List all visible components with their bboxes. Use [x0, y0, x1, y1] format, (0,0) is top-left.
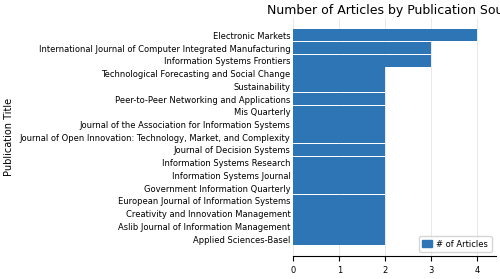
- Y-axis label: Publication Title: Publication Title: [4, 98, 14, 176]
- Bar: [293, 169, 386, 182]
- Bar: [293, 195, 386, 207]
- Title: Number of Articles by Publication Source: Number of Articles by Publication Source: [266, 4, 500, 17]
- Bar: [293, 233, 386, 245]
- Bar: [293, 42, 432, 54]
- Bar: [293, 105, 386, 118]
- Bar: [293, 80, 386, 92]
- Bar: [293, 157, 386, 169]
- Bar: [293, 144, 386, 156]
- Bar: [293, 29, 478, 42]
- Bar: [293, 131, 386, 143]
- Bar: [293, 208, 386, 220]
- Bar: [293, 182, 386, 194]
- Bar: [293, 67, 386, 80]
- Bar: [293, 220, 386, 233]
- Bar: [293, 93, 386, 105]
- Bar: [293, 55, 432, 67]
- Legend: # of Articles: # of Articles: [419, 236, 492, 252]
- Bar: [293, 118, 386, 131]
